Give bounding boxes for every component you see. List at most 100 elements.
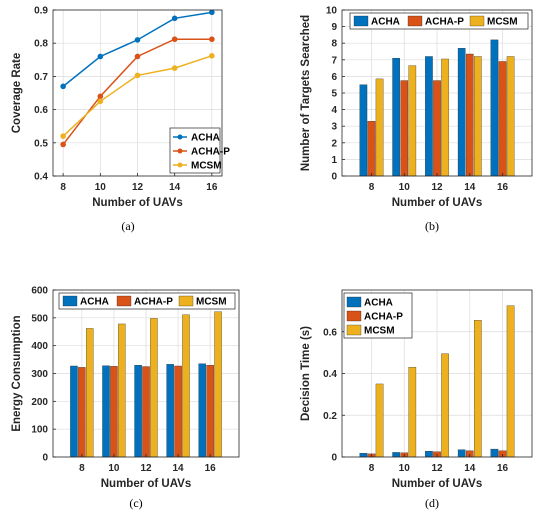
x-tick-label: 8	[369, 463, 375, 474]
x-tick-label: 12	[431, 182, 443, 193]
x-axis-label: Number of UAVs	[101, 478, 192, 490]
data-point	[97, 93, 104, 100]
y-tick-label: 5	[331, 89, 337, 100]
data-point	[209, 36, 215, 43]
bar	[134, 364, 142, 458]
bar	[457, 449, 466, 458]
legend: ACHA ACHA-P MCSM	[349, 12, 529, 30]
y-tick-label: 9	[331, 22, 337, 33]
x-tick-label: 10	[399, 463, 411, 474]
y-tick-label: 500	[31, 313, 48, 324]
bar	[214, 311, 222, 458]
panel-caption: (b)	[425, 219, 439, 233]
bar	[392, 452, 400, 458]
legend: ACHA ACHA-P MCSM	[343, 292, 413, 339]
y-tick-label: 7	[331, 55, 337, 66]
y-tick-label: 600	[31, 286, 48, 297]
data-point	[134, 53, 141, 60]
x-tick-label: 10	[399, 182, 411, 193]
bar	[86, 328, 94, 458]
y-tick-label: 0.7	[34, 72, 48, 83]
bar	[78, 367, 86, 458]
legend-swatch	[469, 15, 485, 27]
data-point	[134, 37, 141, 43]
bar	[206, 364, 214, 458]
bar	[392, 57, 400, 177]
y-axis-label: Energy Consumption	[11, 315, 23, 431]
legend-label: MCSM	[487, 17, 518, 28]
y-axis-label: Decision Time (s)	[300, 326, 312, 421]
legend-label: ACHA-P	[191, 147, 230, 158]
bar	[400, 80, 409, 177]
bar	[441, 58, 449, 177]
legend-swatch	[178, 295, 194, 307]
legend-label: MCSM	[191, 161, 222, 172]
data-point	[60, 133, 66, 139]
legend-label: ACHA-P	[425, 17, 464, 28]
x-tick-label: 14	[169, 182, 181, 193]
data-point	[209, 53, 215, 59]
bar	[182, 314, 190, 458]
legend-swatch	[346, 310, 362, 322]
legend-label: ACHA	[191, 133, 220, 144]
panel-d: 0 0.2 0.4 0.6 8 10 12 14 16 Number of UAVs Decisio…	[300, 289, 533, 510]
y-tick-label: 400	[31, 341, 48, 352]
y-tick-label: 8	[331, 39, 337, 50]
x-axis-label: Number of UAVs	[392, 478, 483, 490]
bar	[441, 353, 449, 458]
data-point	[97, 98, 104, 105]
y-tick-label: 10	[326, 6, 338, 17]
legend-swatch	[353, 15, 369, 27]
x-tick-label: 14	[464, 182, 476, 193]
bar	[375, 383, 384, 458]
data-point	[171, 36, 178, 43]
bar	[433, 80, 441, 177]
bar	[367, 121, 376, 177]
y-tick-label: 3	[331, 122, 337, 133]
x-tick-label: 14	[173, 463, 185, 474]
x-tick-label: 16	[497, 463, 509, 474]
x-tick-label: 8	[79, 463, 85, 474]
data-point	[209, 9, 215, 16]
y-tick-label: 0.5	[34, 138, 48, 149]
x-tick-label: 16	[497, 182, 509, 193]
y-tick-label: 0.6	[323, 327, 337, 338]
panel-caption: (a)	[121, 219, 134, 233]
panel-c: 0 100 200 300 400 500 600 8 10 12 14 16 Number of UA…	[11, 286, 240, 510]
bar	[506, 56, 515, 177]
x-tick-label: 12	[431, 463, 443, 474]
y-tick-label: 0.9	[34, 6, 48, 17]
data-point	[171, 15, 178, 22]
bar	[102, 365, 110, 458]
y-tick-label: 1	[331, 155, 337, 166]
y-tick-label: 4	[331, 105, 337, 116]
legend-label: ACHA	[364, 298, 393, 309]
legend: ACHA ACHA-P MCSM	[169, 127, 230, 174]
legend-marker	[177, 148, 183, 154]
legend-label: MCSM	[196, 297, 227, 308]
panel-caption: (c)	[129, 496, 142, 510]
y-tick-label: 200	[31, 397, 48, 408]
bar	[506, 305, 515, 458]
legend-swatch	[346, 296, 362, 308]
data-point	[60, 83, 66, 90]
bar	[174, 365, 182, 458]
y-tick-label: 0.4	[34, 172, 48, 183]
legend-swatch	[116, 295, 132, 307]
x-tick-label: 8	[369, 182, 375, 193]
legend-label: ACHA-P	[134, 297, 173, 308]
bar	[490, 448, 499, 458]
legend-label: MCSM	[364, 326, 395, 337]
data-point	[171, 65, 178, 71]
bar	[359, 84, 368, 177]
bar	[150, 318, 158, 458]
x-tick-label: 16	[205, 463, 217, 474]
x-tick-label: 14	[464, 463, 476, 474]
bar	[408, 65, 417, 177]
bar	[359, 453, 368, 458]
legend: ACHA ACHA-P MCSM	[58, 292, 236, 310]
legend-label: ACHA	[80, 297, 109, 308]
y-tick-label: 0.6	[34, 105, 48, 116]
legend-swatch	[62, 295, 78, 307]
